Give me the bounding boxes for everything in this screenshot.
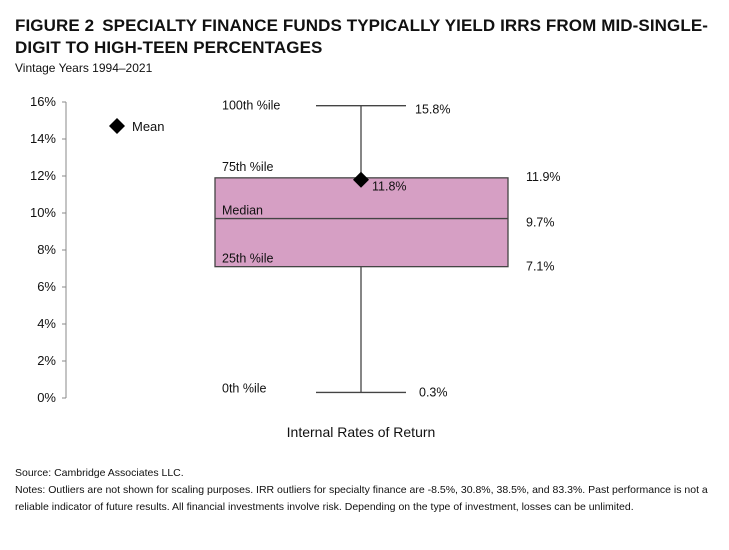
value-median: 9.7% xyxy=(526,216,555,230)
label-25th-percentile: 25th %ile xyxy=(222,252,273,266)
y-tick-label: 16% xyxy=(30,94,56,109)
chart-subtitle: Vintage Years 1994–2021 xyxy=(15,61,153,75)
y-tick-label: 10% xyxy=(30,205,56,220)
chart-footer: Source: Cambridge Associates LLC. Notes:… xyxy=(15,465,715,516)
value-q1: 7.1% xyxy=(526,260,555,274)
value-max: 15.8% xyxy=(415,103,450,117)
y-tick-label: 14% xyxy=(30,131,56,146)
figure-label: FIGURE 2 xyxy=(15,16,95,35)
source-note: Source: Cambridge Associates LLC. xyxy=(15,467,184,479)
label-100th-percentile: 100th %ile xyxy=(222,99,280,113)
box-plot-chart: 0% 2% 4% 6% 8% 10% 12% 14% 16% 100th %ile 75th %il… xyxy=(30,94,561,440)
notes-text: Notes: Outliers are not shown for scalin… xyxy=(15,484,708,513)
label-median: Median xyxy=(222,204,263,218)
value-mean: 11.8% xyxy=(372,180,407,194)
y-tick-label: 2% xyxy=(37,353,56,368)
y-tick-label: 6% xyxy=(37,279,56,294)
x-axis-label: Internal Rates of Return xyxy=(287,424,436,440)
y-tick-label: 4% xyxy=(37,316,56,331)
label-0th-percentile: 0th %ile xyxy=(222,381,267,395)
title-text: SPECIALTY FINANCE FUNDS TYPICALLY YIELD … xyxy=(15,16,709,57)
mean-marker xyxy=(353,171,369,188)
y-tick-label: 0% xyxy=(37,390,56,405)
legend-mean-marker xyxy=(109,118,125,134)
value-q3: 11.9% xyxy=(526,170,561,184)
chart-title: FIGURE 2 SPECIALTY FINANCE FUNDS TYPICALL… xyxy=(15,15,715,59)
y-tick-label: 12% xyxy=(30,168,56,183)
y-tick-label: 8% xyxy=(37,242,56,257)
label-75th-percentile: 75th %ile xyxy=(222,160,273,174)
legend-mean-label: Mean xyxy=(132,119,165,134)
value-min: 0.3% xyxy=(419,385,448,399)
